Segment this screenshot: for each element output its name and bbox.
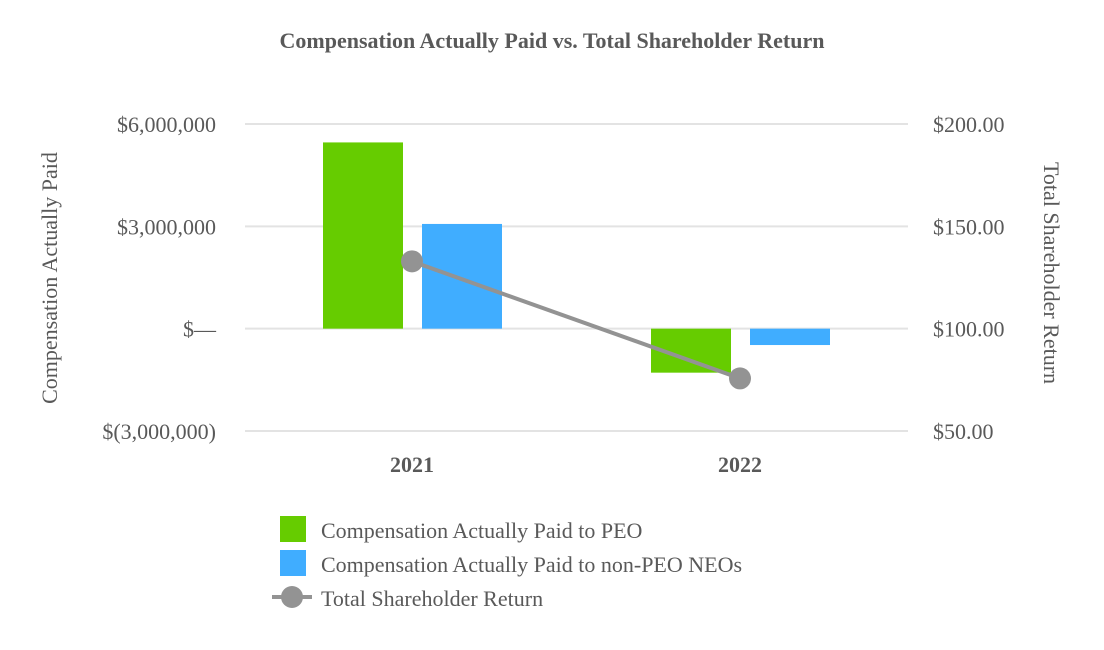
y-left-label: Compensation Actually Paid xyxy=(37,152,62,404)
x-tick-label: 2022 xyxy=(718,452,762,477)
legend-label: Compensation Actually Paid to PEO xyxy=(321,518,642,543)
tsr-point-2021 xyxy=(401,250,423,273)
legend-marker xyxy=(281,586,303,608)
y-left-tick-label: $3,000,000 xyxy=(117,214,216,239)
y-right-tick-label: $150.00 xyxy=(933,214,1005,239)
x-tick-label: 2021 xyxy=(390,452,434,477)
y-right-tick-label: $100.00 xyxy=(933,317,1005,342)
y-right-tick-label: $50.00 xyxy=(933,419,994,444)
legend-swatch xyxy=(280,550,306,576)
legend-swatch xyxy=(280,516,306,542)
legend-label: Total Shareholder Return xyxy=(321,586,543,611)
y-left-tick-label: $— xyxy=(183,317,217,342)
tsr-line xyxy=(411,259,741,381)
y-right-label: Total Shareholder Return xyxy=(1039,162,1064,384)
y-right-tick-label: $200.00 xyxy=(933,112,1005,137)
y-left-tick-label: $6,000,000 xyxy=(117,112,216,137)
y-left-tick-label: $(3,000,000) xyxy=(102,419,216,444)
bar-non-peo-neos-2022 xyxy=(750,328,830,346)
tsr-point-2022 xyxy=(729,367,751,390)
chart-title: Compensation Actually Paid vs. Total Sha… xyxy=(280,28,825,53)
bar-non-peo-neos-2021 xyxy=(422,223,502,329)
bar-peo-2021 xyxy=(323,142,403,329)
legend-label: Compensation Actually Paid to non-PEO NE… xyxy=(321,552,742,577)
